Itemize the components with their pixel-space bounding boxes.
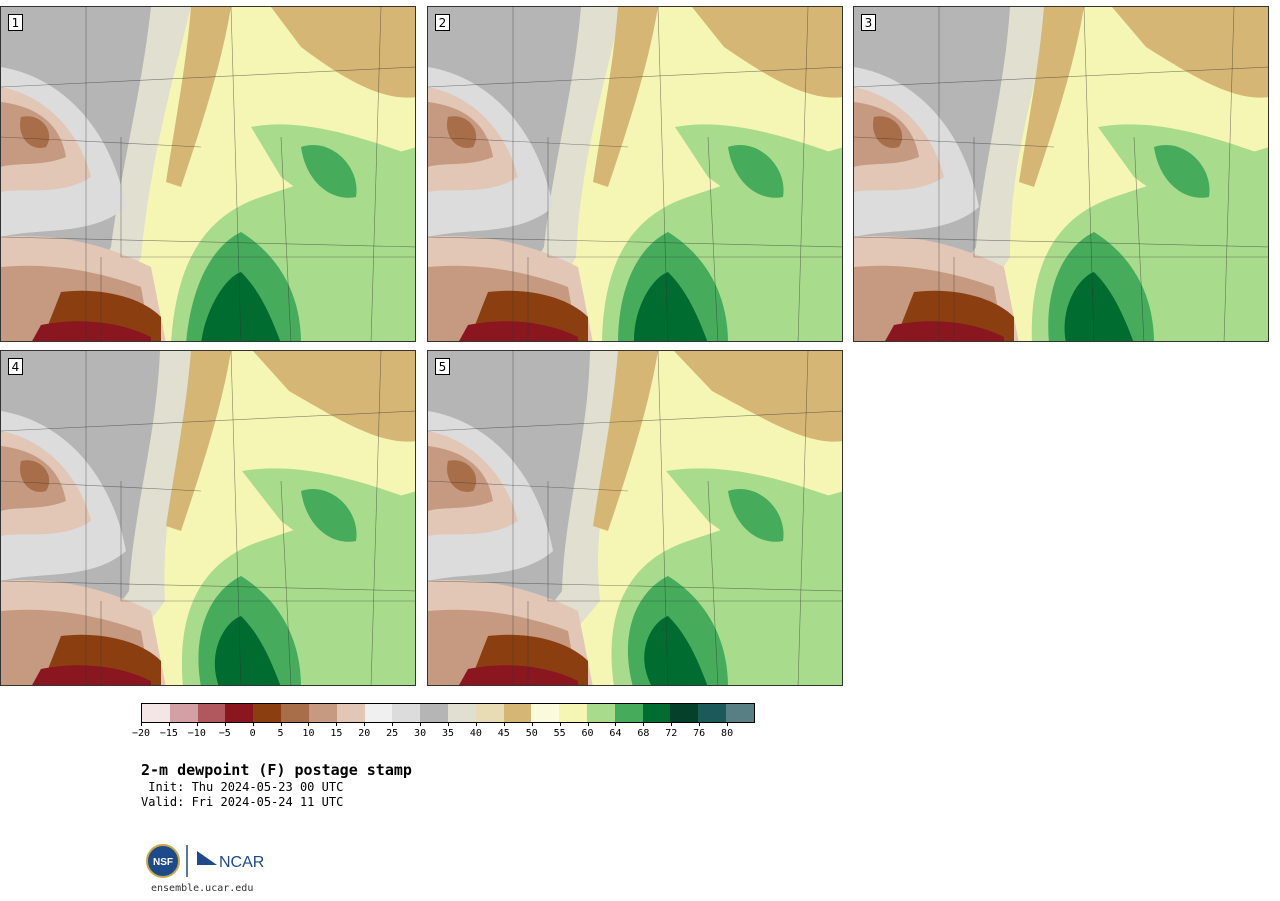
colorbar-tick [252, 722, 254, 726]
colorbar-tick [448, 722, 449, 726]
colorbar-tick-label: 35 [441, 728, 455, 739]
colorbar-tick [587, 722, 589, 726]
panel-label: 5 [435, 358, 450, 375]
site-url: ensemble.ucar.edu [151, 883, 254, 894]
colorbar-tick [531, 722, 533, 726]
panel-label: 2 [435, 14, 450, 31]
colorbar-cell [670, 704, 699, 722]
colorbar-tick [392, 722, 394, 726]
colorbar-cell [336, 704, 365, 722]
colorbar-cell [169, 704, 198, 722]
ncar-text: NCAR [219, 854, 264, 871]
colorbar-cell [614, 704, 643, 722]
colorbar-cell [225, 704, 254, 722]
colorbar-cell [559, 704, 587, 722]
map-panel-1: 1 [0, 6, 416, 342]
colorbar-cell [503, 704, 532, 722]
colorbar-cell [364, 704, 393, 722]
colorbar-tick-label: 30 [414, 728, 427, 739]
colorbar-tick [336, 722, 338, 726]
colorbar-tick-label: 60 [581, 728, 594, 739]
dewpoint-field [1, 351, 415, 685]
colorbar-cell [281, 704, 309, 722]
colorbar-tick [615, 722, 617, 726]
dewpoint-field [428, 351, 842, 685]
colorbar-tick [727, 722, 729, 726]
colorbar-tick-label: 15 [330, 728, 343, 739]
colorbar-tick [699, 722, 701, 726]
colorbar-tick-label: 45 [497, 728, 510, 739]
dewpoint-field [428, 7, 842, 341]
colorbar-cell [197, 704, 226, 722]
colorbar-cell [308, 704, 337, 722]
colorbar [141, 703, 755, 723]
colorbar-tick [280, 722, 282, 726]
map-panel-5: 5 [427, 350, 843, 686]
dewpoint-field [1, 7, 415, 341]
colorbar-tick [643, 722, 645, 726]
colorbar-tick [475, 722, 477, 726]
dewpoint-field [854, 7, 1268, 341]
colorbar-tick-label: −10 [187, 728, 206, 739]
colorbar-cell [587, 704, 615, 722]
colorbar-tick-label: 40 [469, 728, 482, 739]
colorbar-cell [392, 704, 421, 722]
colorbar-tick-label: 0 [249, 728, 256, 739]
colorbar-tick [503, 722, 505, 726]
map-panel-3: 3 [853, 6, 1269, 342]
colorbar-tick [224, 722, 226, 726]
colorbar-tick-label: 80 [721, 728, 734, 739]
colorbar-tick [559, 722, 561, 726]
colorbar-tick [671, 722, 673, 726]
colorbar-tick [420, 722, 422, 726]
colorbar-tick-label: 20 [358, 728, 371, 739]
colorbar-tick-label: 68 [637, 728, 650, 739]
colorbar-tick-label: 72 [665, 728, 678, 739]
colorbar-cell [447, 704, 476, 722]
colorbar-tick-label: 50 [525, 728, 538, 739]
colorbar-ticks: −20 −15 −10 −5 0 5 10 15 20 25 30 35 40 45 50 55 60 64 68 7… [132, 722, 755, 742]
colorbar-tick [141, 722, 142, 726]
chart-title: 2-m dewpoint (F) postage stamp [141, 761, 412, 779]
colorbar-cell [420, 704, 448, 722]
colorbar-tick-label: 10 [302, 728, 315, 739]
valid-time: Valid: Fri 2024-05-24 11 UTC [141, 795, 344, 809]
colorbar-tick [168, 722, 170, 726]
colorbar-tick [196, 722, 198, 726]
colorbar-cell [726, 704, 754, 722]
map-panel-4: 4 [0, 350, 416, 686]
colorbar-tick-label: 64 [609, 728, 622, 739]
colorbar-tick-label: 76 [693, 728, 706, 739]
colorbar-tick [308, 722, 310, 726]
colorbar-cell [642, 704, 671, 722]
colorbar-cell [475, 704, 504, 722]
init-time: Init: Thu 2024-05-23 00 UTC [141, 780, 344, 794]
colorbar-tick-label: −20 [131, 728, 151, 739]
colorbar-cell [253, 704, 282, 722]
nsf-ncar-logo: NSF NCAR [146, 844, 264, 878]
panel-label: 1 [8, 14, 23, 31]
colorbar-cell [531, 704, 560, 722]
colorbar-cell [698, 704, 727, 722]
colorbar-tick-label: 55 [553, 728, 566, 739]
colorbar-tick-label: 25 [386, 728, 399, 739]
colorbar-tick-label: 5 [277, 728, 284, 739]
colorbar-tick-label: −15 [159, 728, 178, 739]
colorbar-cell [142, 704, 170, 722]
panel-label: 4 [8, 358, 23, 375]
panel-label: 3 [861, 14, 876, 31]
colorbar-tick [364, 722, 366, 726]
map-panel-2: 2 [427, 6, 843, 342]
colorbar-tick-label: −5 [218, 728, 231, 739]
nsf-text: NSF [153, 857, 173, 868]
